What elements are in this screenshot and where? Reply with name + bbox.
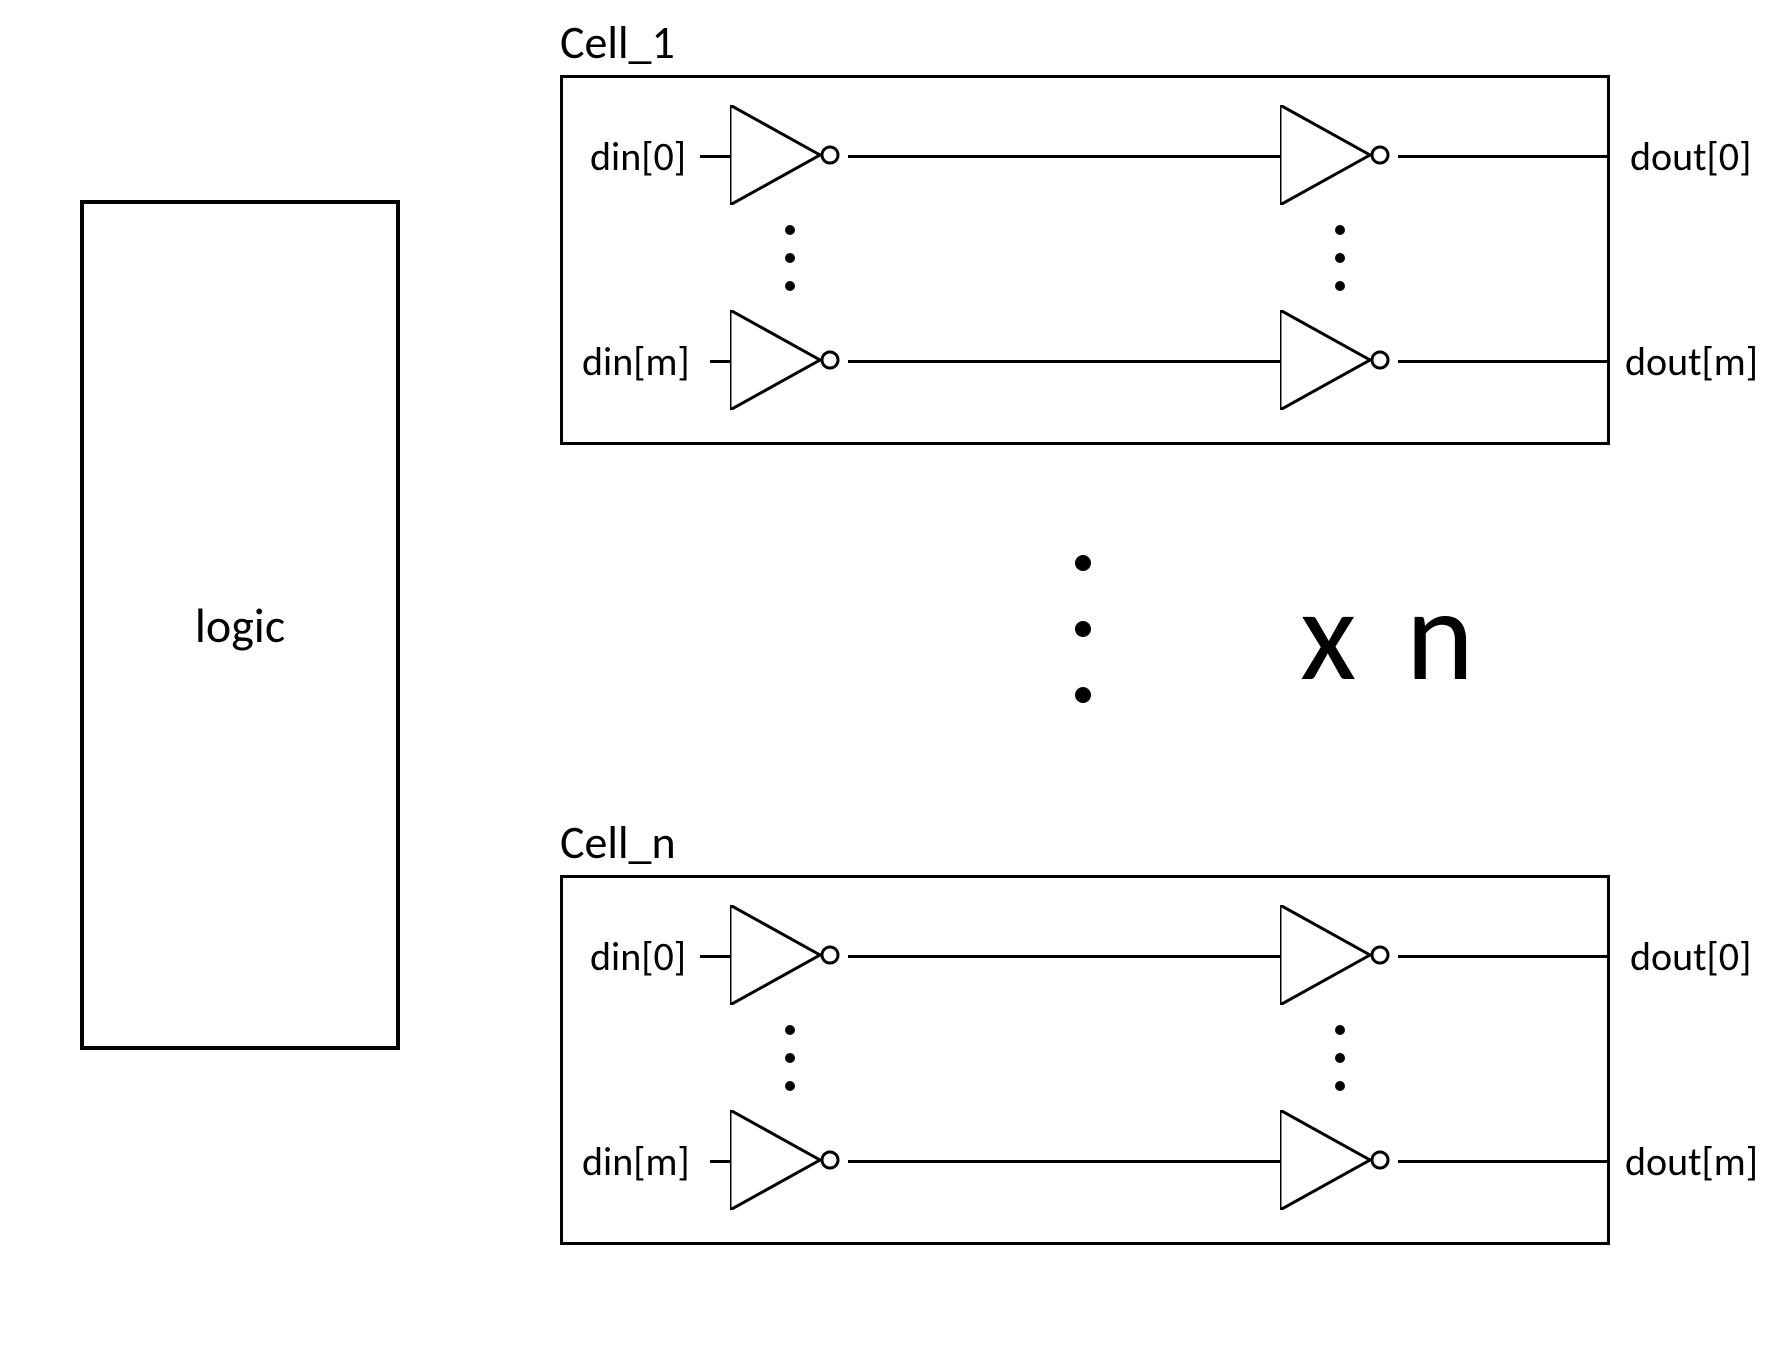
- dot-icon: [1335, 1025, 1345, 1035]
- multiplier-label: x n: [1300, 555, 1484, 714]
- dot-icon: [785, 253, 795, 263]
- celln-bot-wire-right: [1398, 1160, 1610, 1163]
- celln-box: [560, 875, 1610, 1245]
- dot-icon: [1335, 225, 1345, 235]
- logic-label: logic: [195, 596, 285, 655]
- celln-bot-wire-mid: [848, 1160, 1280, 1163]
- celln-top-inv1-icon: [730, 905, 850, 1005]
- cell1-top-wire-mid: [848, 155, 1280, 158]
- celln-top-inv2-icon: [1280, 905, 1400, 1005]
- celln-top-wire-mid: [848, 955, 1280, 958]
- cell1-bot-inv1-icon: [730, 310, 850, 410]
- cell1-vdots-left: [785, 225, 795, 291]
- dot-icon: [1075, 687, 1091, 703]
- cell1-title: Cell_1: [560, 15, 675, 71]
- celln-dout0-label: dout[0]: [1630, 932, 1751, 981]
- celln-vdots-right: [1335, 1025, 1345, 1091]
- celln-bot-inv2-icon: [1280, 1110, 1400, 1210]
- diagram-container: logic Cell_1 din[0] dout[0] din[m] do: [0, 0, 1787, 1368]
- cell1-bot-wire-right: [1398, 360, 1610, 363]
- cell1-bot-wire-mid: [848, 360, 1280, 363]
- cell1-bot-inv2-icon: [1280, 310, 1400, 410]
- celln-din0-label: din[0]: [590, 932, 686, 981]
- celln-bot-wire-left: [710, 1160, 730, 1163]
- dot-icon: [1335, 281, 1345, 291]
- dot-icon: [785, 1025, 795, 1035]
- cell1-bot-wire-left: [710, 360, 730, 363]
- cells-vdots-big: [1075, 555, 1091, 703]
- cell1-doutm-label: dout[m]: [1625, 337, 1758, 386]
- celln-top-wire-left: [700, 955, 730, 958]
- logic-block: logic: [80, 200, 400, 1050]
- celln-doutm-label: dout[m]: [1625, 1137, 1758, 1186]
- dot-icon: [1075, 621, 1091, 637]
- dot-icon: [1335, 1081, 1345, 1091]
- cell1-dout0-label: dout[0]: [1630, 132, 1751, 181]
- celln-bot-inv1-icon: [730, 1110, 850, 1210]
- dot-icon: [1335, 1053, 1345, 1063]
- cell1-top-wire-right: [1398, 155, 1610, 158]
- dot-icon: [785, 1053, 795, 1063]
- cell1-box: [560, 75, 1610, 445]
- cell1-vdots-right: [1335, 225, 1345, 291]
- cell1-dinm-label: din[m]: [582, 337, 690, 386]
- cell1-top-inv1-icon: [730, 105, 850, 205]
- celln-title: Cell_n: [560, 815, 676, 871]
- dot-icon: [1335, 253, 1345, 263]
- dot-icon: [785, 225, 795, 235]
- dot-icon: [785, 1081, 795, 1091]
- cell1-top-wire-left: [700, 155, 730, 158]
- dot-icon: [785, 281, 795, 291]
- celln-dinm-label: din[m]: [582, 1137, 690, 1186]
- celln-vdots-left: [785, 1025, 795, 1091]
- dot-icon: [1075, 555, 1091, 571]
- cell1-top-inv2-icon: [1280, 105, 1400, 205]
- cell1-din0-label: din[0]: [590, 132, 686, 181]
- celln-top-wire-right: [1398, 955, 1610, 958]
